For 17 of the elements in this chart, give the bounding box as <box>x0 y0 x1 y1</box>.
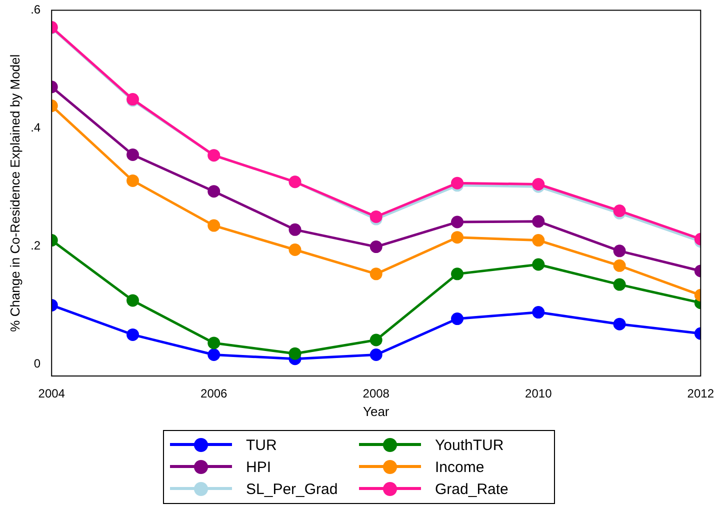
legend-label: HPI <box>246 458 272 476</box>
x-tick-label: 2006 <box>200 386 228 401</box>
x-tick-label: 2010 <box>525 386 552 401</box>
legend-label: SL_Per_Grad <box>246 480 338 498</box>
legend-label: Income <box>435 458 484 476</box>
y-tick-label: .2 <box>30 238 41 253</box>
y-axis-title: % Change in Co-Residence Explained by Model <box>7 54 22 332</box>
legend-label: YouthTUR <box>435 436 504 454</box>
y-tick-label: 0 <box>34 356 41 371</box>
y-tick-label: .4 <box>30 120 41 135</box>
y-tick-label: .6 <box>30 2 41 17</box>
x-tick-label: 2004 <box>38 386 66 401</box>
x-tick-label: 2008 <box>362 386 390 401</box>
x-axis-title: Year <box>362 404 390 419</box>
legend-label: TUR <box>246 436 277 454</box>
x-tick-label: 2012 <box>687 386 714 401</box>
legend-label: Grad_Rate <box>435 480 508 498</box>
